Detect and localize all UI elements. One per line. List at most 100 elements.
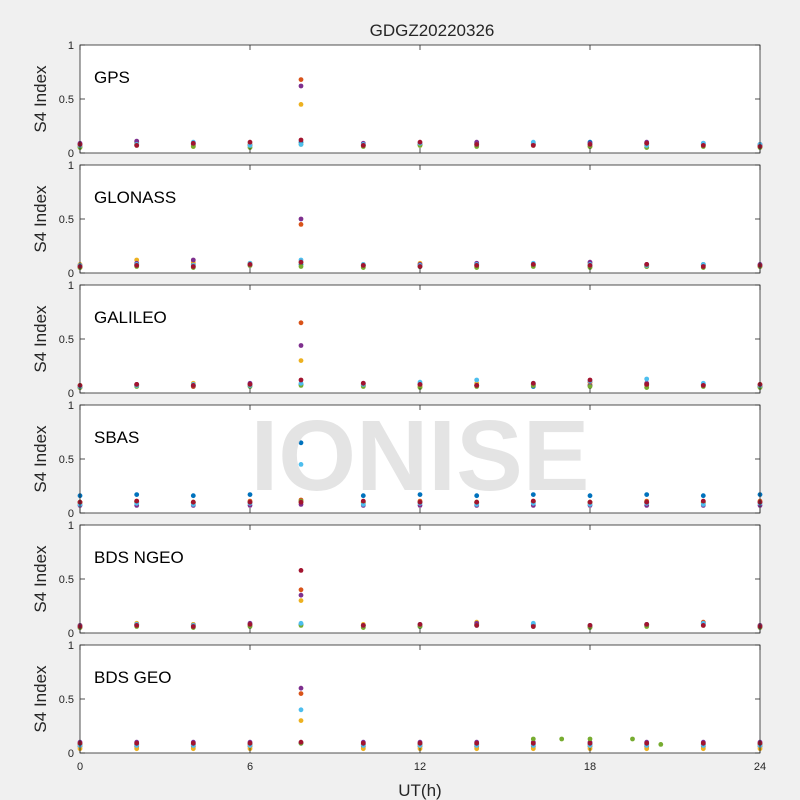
data-point [700, 493, 706, 499]
y-tick-label: 0.5 [59, 574, 74, 586]
data-point [700, 740, 706, 746]
x-tick-label: 0 [77, 761, 83, 773]
data-point [247, 262, 253, 267]
data-point [298, 222, 304, 227]
data-point [474, 746, 480, 752]
data-point [700, 502, 706, 507]
data-point [587, 263, 593, 268]
plot-area [80, 285, 760, 393]
y-axis-label: S4 Index [31, 65, 50, 133]
data-point [644, 382, 650, 387]
y-tick-label: 1 [68, 40, 74, 52]
data-point [298, 568, 304, 573]
panels: 0 0.5 1 GPS S4 Index 0 0.5 1 GLONASS S4 Index 0 0.5… [31, 40, 766, 773]
panel-label: BDS GEO [94, 668, 171, 687]
data-points [77, 440, 763, 508]
data-point [644, 492, 650, 497]
y-tick-label: 1 [68, 280, 74, 292]
data-point [360, 380, 366, 386]
data-point [298, 83, 304, 89]
plot-area [80, 45, 760, 153]
data-point [298, 343, 304, 348]
data-point [530, 380, 536, 386]
data-point [644, 140, 650, 146]
data-point [190, 499, 196, 505]
data-point [298, 462, 304, 467]
data-point [190, 383, 196, 388]
y-tick-label: 0 [68, 748, 74, 760]
data-point [474, 142, 480, 147]
y-tick-label: 0 [68, 268, 74, 280]
data-point [247, 622, 253, 627]
data-point [298, 739, 304, 745]
panel-glonass: 0 0.5 1 GLONASS S4 Index [31, 160, 763, 280]
y-axis-label: S4 Index [31, 545, 50, 613]
data-point [474, 499, 480, 505]
x-tick-label: 6 [247, 761, 253, 773]
watermark: IONISE [251, 400, 590, 512]
data-point [298, 377, 304, 383]
panel-label: SBAS [94, 428, 139, 447]
data-point [700, 498, 706, 504]
data-point [298, 77, 304, 82]
data-point [474, 493, 480, 499]
data-point [298, 216, 304, 222]
data-point [700, 746, 706, 752]
data-point [190, 140, 196, 146]
data-point [298, 440, 304, 446]
panel-gps: 0 0.5 1 GPS S4 Index [31, 40, 763, 160]
data-point [658, 742, 664, 747]
data-point [644, 262, 650, 267]
x-tick-label: 12 [414, 761, 426, 773]
data-point [474, 377, 480, 383]
data-point [644, 746, 650, 752]
data-point [298, 499, 304, 505]
y-tick-label: 1 [68, 400, 74, 412]
data-point [474, 740, 480, 746]
data-point [247, 740, 253, 746]
x-axis-label: UT(h) [398, 781, 441, 800]
data-point [134, 498, 140, 504]
data-point [298, 691, 304, 696]
data-point [630, 736, 635, 742]
data-point [474, 383, 480, 388]
data-point [360, 493, 366, 499]
data-point [360, 263, 366, 268]
data-point [530, 143, 536, 148]
data-point [530, 736, 536, 742]
data-point [134, 492, 140, 497]
data-point [360, 143, 366, 148]
figure-title: GDGZ20220326 [370, 21, 495, 40]
data-point [134, 740, 140, 746]
data-point [190, 257, 196, 263]
data-point [134, 382, 140, 387]
data-point [190, 624, 196, 629]
data-point [700, 383, 706, 388]
y-tick-label: 0 [68, 148, 74, 160]
y-tick-label: 1 [68, 160, 74, 172]
data-point [700, 143, 706, 148]
y-axis-label: S4 Index [31, 185, 50, 253]
data-point [360, 623, 366, 628]
data-points [77, 77, 763, 151]
data-point [134, 143, 140, 148]
data-point [190, 264, 196, 269]
data-point [298, 598, 304, 603]
data-point [134, 623, 140, 628]
data-point [298, 380, 304, 386]
data-point [587, 736, 593, 742]
data-point [247, 492, 253, 497]
data-point [644, 622, 650, 627]
data-point [530, 624, 536, 629]
data-points [77, 685, 763, 752]
data-point [298, 358, 304, 363]
data-points [77, 568, 763, 630]
data-point [644, 740, 650, 746]
data-point [474, 263, 480, 268]
data-point [360, 746, 366, 752]
y-tick-label: 0 [68, 388, 74, 400]
data-point [587, 384, 593, 389]
data-point [587, 493, 593, 499]
panel-label: GPS [94, 68, 130, 87]
